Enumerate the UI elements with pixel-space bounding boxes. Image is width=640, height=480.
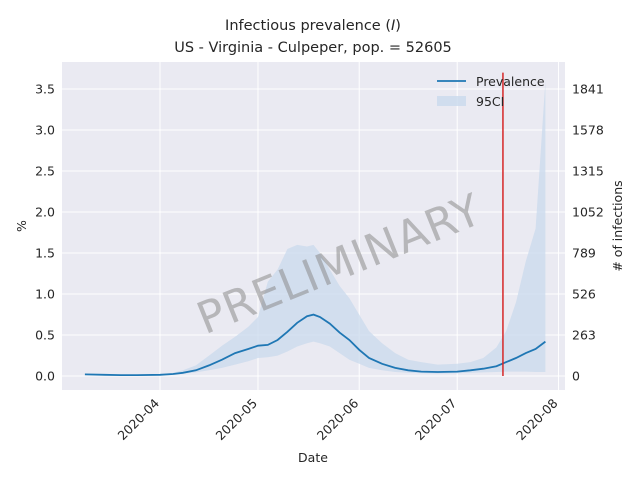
legend: Prevalence 95CI (437, 74, 545, 109)
y-left-tick-label: 1.0 (35, 287, 55, 302)
y-left-tick-label: 2.5 (35, 164, 55, 179)
y-axis-right-ticks: 0 263 526 789 1052 1315 1578 1841 (572, 82, 604, 384)
ci-band-area (84, 80, 546, 376)
y-axis-left-label: % (14, 220, 29, 232)
y-right-tick-label: 1841 (572, 82, 604, 97)
x-tick-label: 2020-05 (213, 396, 261, 444)
y-left-tick-label: 0.0 (35, 369, 55, 384)
x-tick-label: 2020-08 (513, 395, 561, 443)
y-left-tick-label: 2.0 (35, 205, 55, 220)
y-axis-left-ticks: 0.0 0.5 1.0 1.5 2.0 2.5 3.0 3.5 (35, 82, 55, 384)
chart-title-line1: Infectious prevalence (I) (225, 18, 401, 34)
y-axis-right-label: # of infections (610, 180, 625, 271)
legend-prevalence-label: Prevalence (476, 74, 545, 89)
y-left-tick-label: 3.0 (35, 123, 55, 138)
y-right-tick-label: 1315 (572, 164, 604, 179)
y-right-tick-label: 0 (572, 369, 580, 384)
chart-title-line2: US - Virginia - Culpeper, pop. = 52605 (174, 40, 452, 56)
x-tick-label: 2020-04 (115, 395, 163, 443)
legend-95ci-label: 95CI (476, 94, 504, 109)
x-axis-label: Date (298, 450, 328, 465)
y-left-tick-label: 3.5 (35, 82, 55, 97)
y-right-tick-label: 263 (572, 328, 596, 343)
prevalence-series-line (84, 313, 546, 377)
y-left-tick-label: 0.5 (35, 328, 55, 343)
y-right-tick-label: 789 (572, 246, 596, 261)
x-tick-label: 2020-06 (314, 395, 362, 443)
confidence-band (84, 80, 546, 376)
prevalence-line (84, 313, 546, 377)
y-right-tick-label: 526 (572, 287, 596, 302)
y-right-tick-label: 1052 (572, 205, 604, 220)
x-tick-label: 2020-07 (412, 396, 460, 444)
y-right-tick-label: 1578 (572, 123, 604, 138)
legend-95ci-swatch (437, 96, 466, 106)
y-left-tick-label: 1.5 (35, 246, 55, 261)
x-axis-ticks: 2020-04 2020-05 2020-06 2020-07 2020-08 (115, 395, 561, 443)
